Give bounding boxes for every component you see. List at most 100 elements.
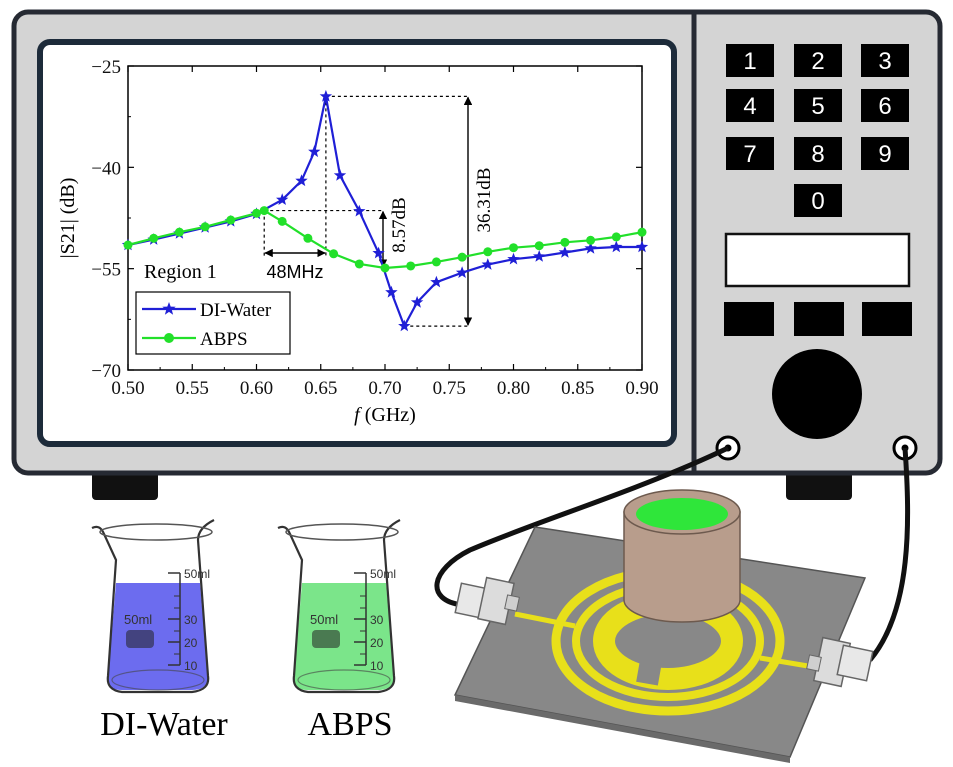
data-point-abps — [586, 235, 596, 245]
cable-port1 — [434, 445, 730, 608]
data-point-di-water — [635, 240, 649, 253]
legend-label: ABPS — [200, 329, 248, 350]
y-axis-label: |S21| (dB) — [57, 178, 79, 259]
sensor-board — [453, 489, 874, 763]
beaker-scale-label: 10 — [370, 659, 384, 673]
data-point-abps — [277, 216, 287, 226]
cup-liquid — [636, 498, 728, 530]
legend-label: DI-Water — [200, 300, 272, 321]
substrate-edge — [455, 695, 790, 763]
beaker-rim — [99, 523, 213, 541]
data-point-abps — [380, 263, 390, 273]
data-point-abps — [637, 227, 647, 237]
data-point-abps — [534, 241, 544, 251]
beaker-label-patch — [126, 630, 154, 648]
display-window — [724, 232, 911, 288]
softkey-1[interactable] — [724, 302, 774, 336]
key-cap[interactable] — [794, 137, 842, 170]
key-cap[interactable] — [794, 184, 842, 217]
beakers: 50ml 30 20 10 50ml DI-Water 50ml 30 20 10 50ml ABPS — [91, 519, 401, 743]
data-point-abps — [483, 247, 493, 257]
sma-connector-right — [806, 636, 874, 688]
y-tick-label: −40 — [91, 158, 121, 179]
key-cap[interactable] — [794, 89, 842, 122]
data-point-abps — [611, 232, 621, 242]
softkey-2[interactable] — [794, 302, 844, 336]
series-line-abps — [127, 209, 643, 270]
key-cap[interactable] — [794, 44, 842, 77]
y-tick-label: −70 — [91, 361, 121, 382]
data-point-di-water — [430, 275, 443, 288]
beaker-di-water: 50ml 30 20 10 50ml DI-Water — [91, 519, 228, 743]
data-point-di-water — [410, 295, 424, 308]
key-0[interactable]: 0 — [794, 184, 842, 217]
data-point-di-water — [584, 241, 597, 254]
key-cap[interactable] — [726, 89, 774, 122]
data-point-abps — [252, 208, 261, 218]
key-3[interactable]: 3 — [861, 44, 909, 77]
x-tick-label: 0.85 — [561, 378, 594, 399]
control-knob[interactable] — [772, 349, 862, 439]
y-tick-label: −25 — [91, 57, 121, 78]
key-label: 5 — [811, 93, 824, 120]
beaker-scale-label: 20 — [184, 636, 198, 650]
data-point-abps — [149, 233, 159, 243]
legend-marker — [162, 302, 176, 315]
key-label: 2 — [811, 48, 824, 75]
key-6[interactable]: 6 — [861, 89, 909, 122]
data-point-abps — [123, 240, 133, 250]
beaker-liquid — [293, 583, 394, 690]
legend: DI-Water ABPS — [135, 291, 291, 355]
x-tick-label: 0.80 — [497, 378, 530, 399]
beaker-scale-label: 20 — [370, 636, 384, 650]
data-point-di-water — [533, 250, 546, 262]
data-point-di-water — [481, 258, 494, 270]
beaker-rim — [285, 523, 399, 541]
key-label: 0 — [811, 188, 824, 215]
data-point-di-water — [398, 319, 411, 332]
x-tick-label: 0.65 — [304, 378, 337, 399]
instrument-foot-left — [92, 468, 158, 500]
keypad: 1 2 3 4 5 6 7 8 9 0 — [726, 44, 909, 217]
data-point-abps — [560, 237, 570, 247]
legend-box — [135, 291, 291, 355]
beaker-scale-label: 30 — [184, 613, 198, 627]
key-label: 1 — [743, 48, 756, 75]
beaker-name: ABPS — [307, 706, 392, 743]
label-shift: 48MHz — [267, 262, 324, 282]
key-cap[interactable] — [861, 44, 909, 77]
beaker-capacity: 50ml — [310, 612, 338, 627]
data-point-di-water — [308, 145, 321, 158]
key-5[interactable]: 5 — [794, 89, 842, 122]
data-point-di-water — [353, 204, 366, 217]
data-point-abps — [509, 243, 518, 253]
key-1[interactable]: 1 — [726, 44, 774, 77]
x-tick-label: 0.70 — [368, 378, 401, 399]
cable-port2 — [868, 447, 911, 662]
data-point-abps — [431, 257, 441, 267]
s21-chart: 0.50 0.55 0.60 0.65 0.70 0.75 0.80 0.85 0.90 −25 −… — [57, 57, 659, 426]
data-point-abps — [226, 215, 236, 225]
softkey-3[interactable] — [862, 302, 912, 336]
key-cap[interactable] — [726, 44, 774, 77]
x-axis-label-unit: (GHz) — [360, 404, 416, 426]
data-point-abps — [354, 259, 364, 269]
beaker-base — [297, 669, 391, 691]
x-tick-label: 0.60 — [240, 378, 273, 399]
key-cap[interactable] — [861, 89, 909, 122]
beaker-scale-label: 10 — [184, 659, 198, 673]
key-cap[interactable] — [861, 137, 909, 170]
key-2[interactable]: 2 — [794, 44, 842, 77]
data-point-di-water — [372, 246, 385, 259]
key-8[interactable]: 8 — [794, 137, 842, 170]
key-9[interactable]: 9 — [861, 137, 909, 170]
key-cap[interactable] — [726, 137, 774, 170]
label-water-depth: 36.31dB — [474, 168, 495, 233]
key-7[interactable]: 7 — [726, 137, 774, 170]
label-region: Region 1 — [144, 261, 217, 283]
key-label: 3 — [878, 48, 891, 75]
key-label: 4 — [743, 93, 756, 120]
key-4[interactable]: 4 — [726, 89, 774, 122]
x-axis-label: f (GHz) — [354, 404, 416, 426]
